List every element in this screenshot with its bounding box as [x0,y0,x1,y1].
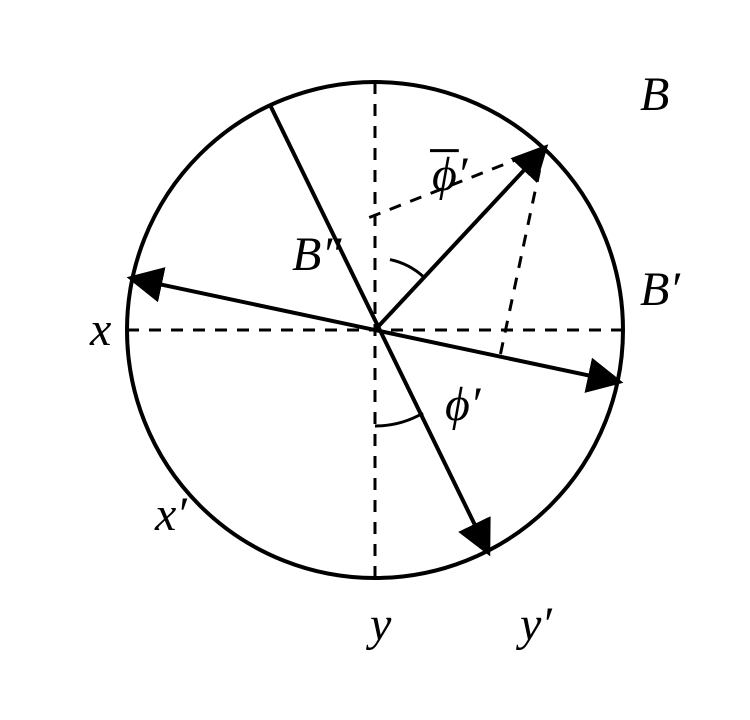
projection-to-rotated-axis [500,149,544,357]
phi-prime-arc [375,413,423,426]
label-phi-bar-prime: ϕ′ [432,148,469,201]
label-B-prime: B′ [640,263,681,316]
label-y: y [365,598,392,651]
label-phi-prime: ϕ′ [445,378,482,431]
label-B-double-prime: B″ [292,228,342,281]
phi-bar-prime-arc [390,260,424,278]
label-x-prime: x′ [154,488,188,541]
label-B: B [640,68,669,121]
label-y-prime: y′ [515,598,553,651]
label-x: x [89,303,111,356]
vector-diagram: B B′ B″ x x′ y y′ ϕ′ ϕ′ [0,0,750,720]
